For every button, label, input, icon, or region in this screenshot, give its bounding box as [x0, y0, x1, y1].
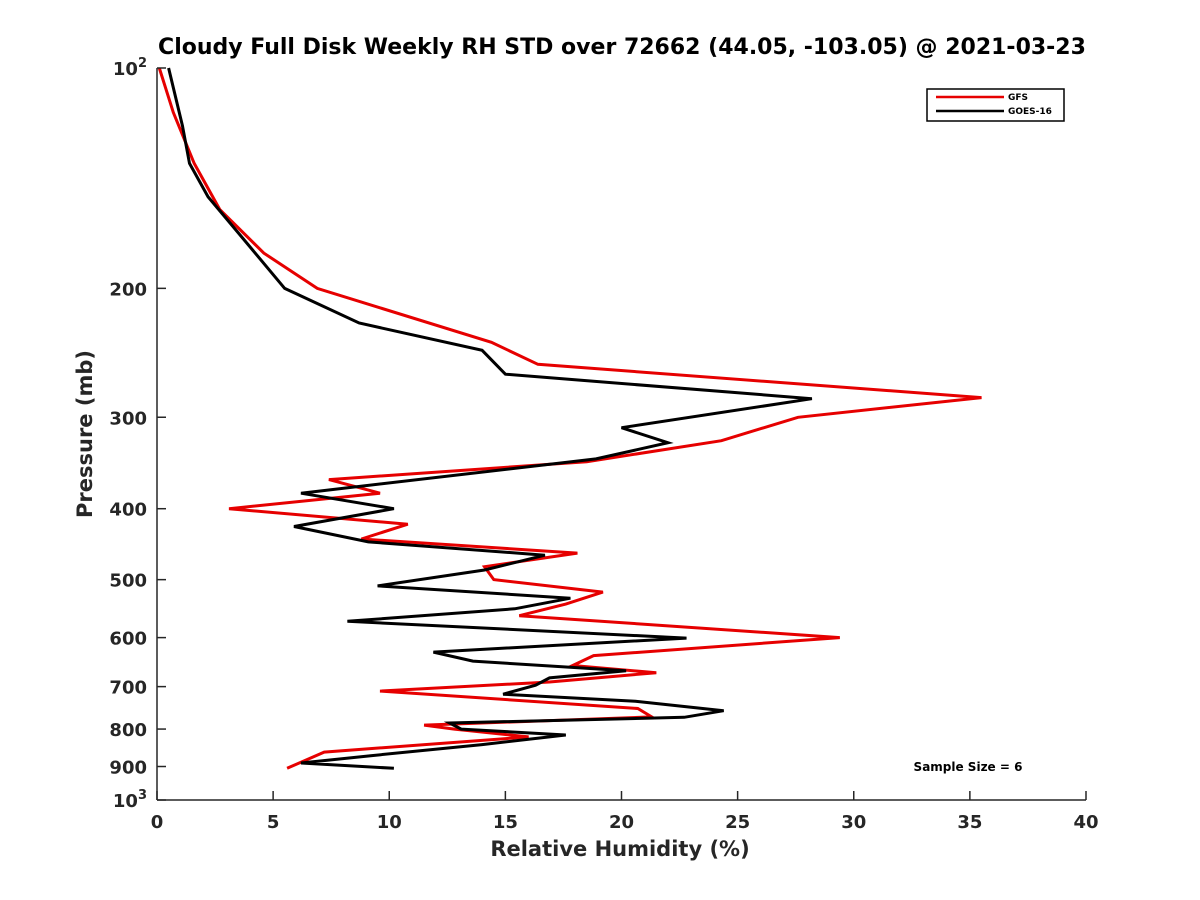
x-tick-label: 10 [377, 812, 402, 833]
y-tick-label: 600 [109, 629, 147, 650]
axes [156, 68, 1086, 801]
y-tick-label: 900 [109, 758, 147, 779]
y-tick-label: 700 [109, 678, 147, 699]
y-tick-label: 200 [109, 279, 147, 300]
series-line-goes-16 [167, 67, 813, 770]
y-tick-label: 103 [113, 788, 147, 812]
chart-title: Cloudy Full Disk Weekly RH STD over 7266… [158, 35, 1086, 60]
x-tick-label: 40 [1073, 812, 1098, 833]
plot-series [157, 67, 982, 770]
x-tick-label: 5 [267, 812, 280, 833]
legend-box [926, 88, 1065, 122]
x-tick-label: 0 [151, 812, 164, 833]
x-tick-label: 35 [957, 812, 982, 833]
y-axis-label: Pressure (mb) [73, 350, 97, 518]
y-tick-label: 500 [109, 571, 147, 592]
legend: GFS GOES-16 [926, 88, 1065, 122]
x-tick-label: 30 [841, 812, 866, 833]
y-tick-label: 300 [109, 408, 147, 429]
ticks: 0 5 10 15 20 25 30 35 40 102 200 300 400 500 600 700 800… [109, 56, 1098, 833]
x-tick-label: 25 [725, 812, 750, 833]
x-tick-label: 15 [493, 812, 518, 833]
x-tick-label: 20 [609, 812, 634, 833]
y-tick-label: 800 [109, 720, 147, 741]
legend-label-goes-16: GOES-16 [1008, 107, 1052, 117]
sample-size-annotation: Sample Size = 6 [914, 760, 1023, 774]
series-line-gfs [157, 67, 982, 770]
y-tick-label: 102 [113, 56, 147, 80]
x-axis-label: Relative Humidity (%) [490, 837, 749, 861]
y-tick-label: 400 [109, 500, 147, 521]
legend-label-gfs: GFS [1008, 93, 1028, 103]
